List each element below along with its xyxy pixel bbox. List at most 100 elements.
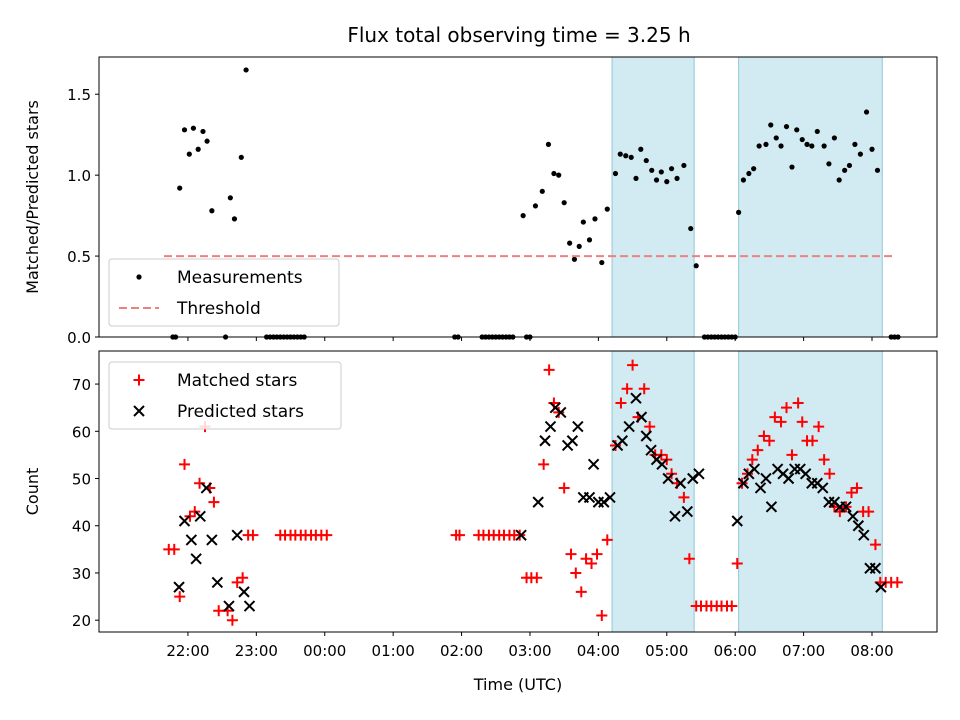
count-panel-legend-box: [108, 361, 342, 430]
matched-stars-point: [763, 435, 775, 447]
measurements-point: [852, 141, 858, 147]
predicted-stars-point: [194, 510, 206, 523]
predicted-stars-point: [238, 586, 250, 598]
matched-stars-point: [863, 506, 875, 518]
matched-stars-point: [726, 600, 738, 612]
predicted-stars-point: [760, 472, 772, 485]
predicted-stars-point: [645, 444, 657, 456]
matched-stars-point: [813, 421, 825, 433]
x-tick-label: 01:00: [372, 642, 415, 660]
ratio-panel-shaded-interval-2: [738, 56, 883, 338]
ratio-panel-y-tick-label: 1.0: [67, 167, 91, 185]
matched-stars-point: [226, 614, 238, 626]
count-panel-y-axis: 20 30 40 50 60 70: [72, 376, 99, 630]
measurements-point: [836, 177, 842, 183]
measurements-point: [688, 225, 694, 232]
matched-stars-point: [538, 458, 550, 470]
count-panel-series: [163, 359, 903, 626]
predicted-stars-point: [840, 501, 852, 513]
count-panel-y-tick-label: 60: [72, 423, 91, 441]
predicted-stars-point: [731, 515, 743, 527]
predicted-stars-point: [754, 482, 767, 494]
count-panel-frame: [98, 350, 938, 633]
matched-stars-point: [531, 572, 543, 584]
predicted-stars-point: [623, 420, 635, 433]
predicted-stars-legend-label: Predicted stars: [177, 402, 304, 422]
matched-stars-point: [231, 576, 243, 588]
predicted-stars-point: [765, 501, 778, 513]
matched-stars-point: [575, 586, 587, 598]
predicted-stars-point: [178, 515, 191, 527]
predicted-stars-point: [200, 482, 213, 494]
measurements-point: [789, 164, 795, 170]
measurements-point: [751, 166, 757, 172]
matched-stars-point: [565, 548, 577, 560]
measurements-point: [200, 128, 206, 135]
measurements-point: [809, 143, 815, 149]
matched-stars-point: [638, 383, 650, 395]
ratio-panel-legend: Measurements Threshold: [108, 258, 340, 327]
predicted-stars-point: [782, 472, 795, 485]
predicted-stars-point: [635, 411, 648, 423]
measurements-point: [177, 185, 183, 191]
measurements-point: [736, 209, 742, 215]
matched-stars-point: [174, 591, 186, 603]
measurements-legend-label: Measurements: [177, 268, 303, 288]
measurements-point: [599, 259, 605, 266]
predicted-stars-point: [190, 553, 202, 565]
matched-stars-point: [806, 435, 818, 447]
measurements-point: [693, 263, 699, 269]
measurements-point: [195, 146, 201, 152]
measurements-point: [821, 143, 827, 149]
predicted-stars-point: [555, 406, 567, 419]
matched-stars-point: [179, 458, 191, 470]
matched-stars-point: [644, 421, 656, 433]
measurements-point: [857, 151, 863, 157]
matched-stars-point: [869, 539, 881, 551]
matched-stars-point: [184, 510, 196, 522]
x-tick-label: 04:00: [577, 642, 620, 660]
measurements-point: [520, 213, 526, 219]
matched-stars-point: [168, 543, 180, 555]
measurements-point: [799, 136, 805, 143]
measurements-point: [874, 167, 881, 173]
matched-stars-point: [845, 487, 857, 499]
count-panel-shaded-intervals: [611, 350, 883, 633]
predicted-stars-point: [211, 576, 224, 589]
x-tick-label: 07:00: [782, 642, 825, 660]
matched-stars-point: [627, 359, 639, 371]
matched-stars-point: [586, 558, 598, 570]
ratio-panel-y-tick-label: 1.5: [67, 86, 91, 104]
predicted-stars-point: [231, 529, 243, 541]
ratio-panel-frame: [98, 56, 938, 338]
predicted-stars-point: [852, 520, 865, 532]
measurements-point: [664, 179, 670, 185]
measurements-legend-marker: [136, 274, 142, 280]
count-panel-y-tick-label: 70: [72, 376, 91, 394]
predicted-stars-point: [847, 510, 859, 523]
predicted-stars-point: [539, 435, 551, 447]
ratio-panel-shaded-interval-1: [611, 56, 695, 338]
matched-stars-point: [824, 468, 836, 480]
matched-stars-point: [615, 397, 627, 409]
predicted-stars-point: [687, 472, 699, 485]
measurements-point: [227, 195, 233, 201]
predicted-stars-point: [640, 430, 652, 442]
matched-stars-point: [758, 430, 770, 442]
measurements-point: [649, 167, 655, 173]
count-panel: 20 30 40 50 60 70 22:00 23:00 00:00 01:00 02:00 03…: [23, 350, 938, 694]
ratio-panel-legend-box: [108, 258, 340, 327]
predicted-stars-point: [748, 463, 761, 475]
matched-stars-point: [818, 454, 830, 466]
matched-stars-point: [609, 439, 621, 451]
measurements-point: [653, 177, 660, 183]
matched-stars-point: [796, 416, 808, 428]
measurements-point: [638, 146, 644, 152]
measurements-point: [804, 141, 810, 147]
measurements-point: [869, 146, 875, 152]
measurements-point: [551, 170, 557, 177]
measurements-point: [545, 141, 552, 147]
measurements-point: [863, 109, 870, 115]
matched-stars-legend-marker: [133, 374, 145, 386]
